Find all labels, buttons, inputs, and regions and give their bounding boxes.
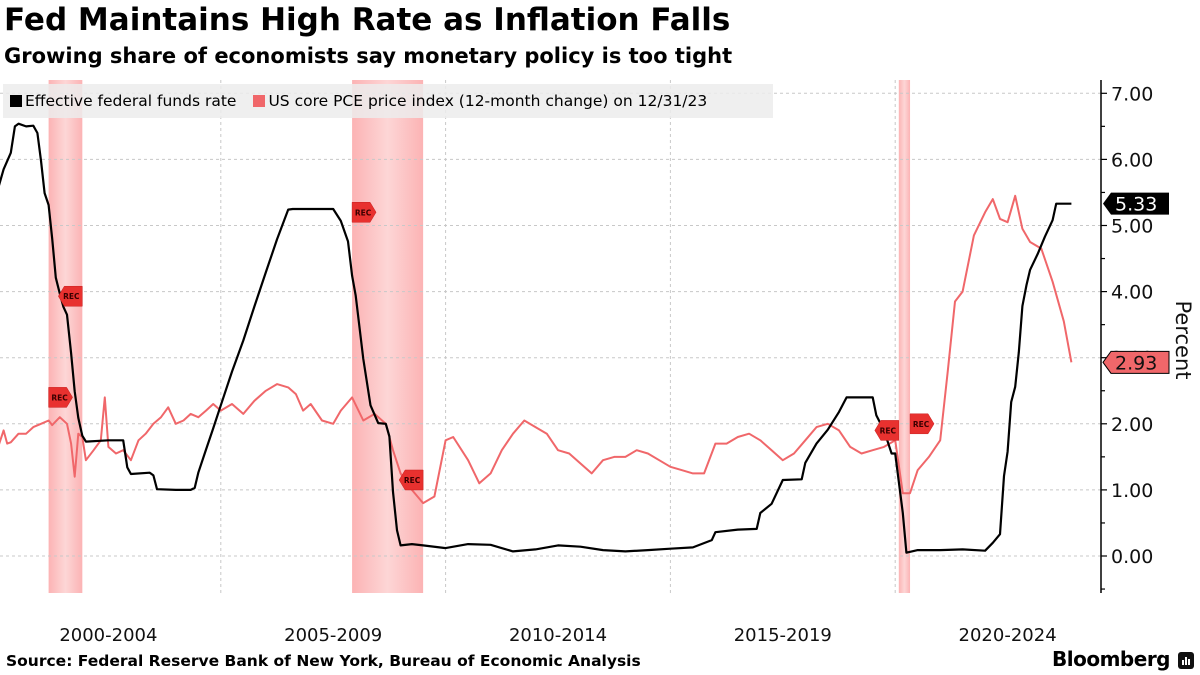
rec-marker: REC (909, 413, 935, 435)
x-tick-label: 2000-2004 (59, 625, 157, 646)
rec-marker-shape (909, 413, 935, 435)
source-note: Source: Federal Reserve Bank of New York… (6, 652, 641, 670)
legend-item-fed-funds[interactable]: Effective federal funds rate (10, 92, 236, 110)
rec-marker-label: REC (63, 292, 80, 301)
callout-value: 2.93 (1115, 352, 1157, 374)
last-value-callout-fed-funds: 5.33 (1103, 192, 1169, 216)
rec-marker-shape (874, 420, 900, 441)
rec-marker: REC (48, 387, 73, 408)
legend-label-core-pce: US core PCE price index (12-month change… (268, 92, 708, 110)
rec-marker-label: REC (880, 426, 897, 435)
rec-marker-shape (351, 202, 377, 223)
x-tick-label: 2015-2019 (734, 625, 832, 646)
x-tick-label: 2010-2014 (509, 625, 607, 646)
legend-item-core-pce[interactable]: US core PCE price index (12-month change… (253, 92, 707, 110)
y-tick-label: 2.00 (1111, 414, 1153, 436)
recession-shading (48, 80, 911, 593)
y-tick-label: 1.00 (1111, 480, 1153, 502)
callout-shape (1103, 192, 1169, 215)
rec-marker-shape (58, 285, 83, 307)
last-value-callout-core-pce: 2.93 (1102, 350, 1170, 374)
y-tick-label: 7.00 (1111, 83, 1153, 105)
rec-marker-label: REC (913, 420, 930, 429)
callout-value: 5.33 (1115, 194, 1157, 216)
rec-marker-label: REC (355, 208, 372, 217)
gridlines (0, 80, 1101, 593)
y-tick-label: 0.00 (1111, 546, 1153, 568)
rec-marker-shape (48, 387, 73, 408)
x-tick-label: 2020-2024 (959, 625, 1057, 646)
bloomberg-terminal-icon (1178, 652, 1194, 669)
y-tick-label: 5.00 (1111, 216, 1153, 238)
rec-marker: REC (398, 469, 424, 491)
legend: Effective federal funds rate US core PCE… (3, 84, 773, 118)
recession-band (898, 80, 911, 593)
x-axis-labels: 2000-2004 2005-2009 2010-2014 2015-2019 2020… (59, 625, 1056, 646)
y-tick-label: 6.00 (1111, 149, 1153, 171)
chart-subtitle: Growing share of economists say monetary… (4, 44, 733, 68)
rec-marker-label: REC (51, 393, 68, 402)
y-axis-title: Percent (1171, 300, 1195, 379)
series-lines (0, 122, 1073, 554)
rec-marker: REC (874, 420, 900, 441)
y-axis: 0.001.002.003.004.005.006.007.005.332.93 (1100, 80, 1170, 593)
x-tick-label: 2005-2009 (284, 625, 382, 646)
legend-label-fed-funds: Effective federal funds rate (25, 92, 237, 110)
bloomberg-logo: Bloomberg (1052, 647, 1170, 671)
series-line-core-pce (0, 194, 1073, 505)
rec-marker: REC (58, 285, 83, 307)
legend-swatch-core-pce (253, 95, 266, 107)
recession-band (352, 80, 424, 593)
y-tick-label: 4.00 (1111, 282, 1153, 304)
callout-shape (1102, 350, 1170, 374)
rec-marker-label: REC (404, 476, 421, 485)
rec-marker-shape (398, 469, 424, 491)
recession-markers: REC REC REC REC REC REC (48, 202, 935, 491)
chart-title: Fed Maintains High Rate as Inflation Fal… (4, 2, 731, 38)
rec-marker: REC (351, 202, 377, 223)
series-line-fed-funds (0, 122, 1072, 554)
recession-band (48, 80, 83, 593)
legend-swatch-fed-funds (10, 95, 22, 107)
